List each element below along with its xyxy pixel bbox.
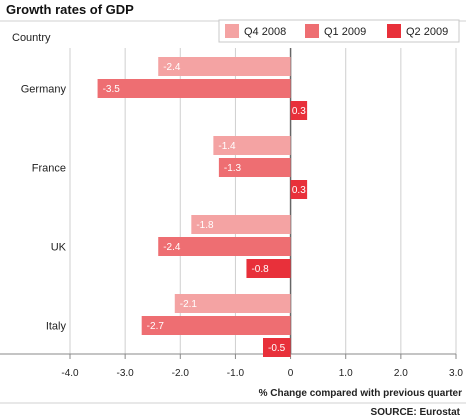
bar-value-label: -1.8 <box>196 220 214 231</box>
x-tick-label: -2.0 <box>172 368 190 379</box>
bar-value-label: -3.5 <box>103 84 121 95</box>
category-label: France <box>32 163 66 175</box>
bar <box>218 158 291 177</box>
legend-swatch <box>225 24 239 38</box>
category-labels: Germany France UK Italy <box>21 84 67 333</box>
legend-entry: Q2 2009 <box>406 26 448 38</box>
legend: Q4 2008 Q1 2009 Q2 2009 <box>225 24 448 38</box>
bar <box>158 237 291 256</box>
category-label: Italy <box>46 321 67 333</box>
bar <box>290 180 308 199</box>
x-tick-label: -1.0 <box>227 368 245 379</box>
bar-value-label: -2.7 <box>147 321 165 332</box>
bar <box>263 338 291 357</box>
legend-swatch <box>305 24 319 38</box>
x-tick-label: 0 <box>288 368 294 379</box>
x-tick-label: 3.0 <box>449 368 463 379</box>
bar-value-label: -2.4 <box>163 62 181 73</box>
bar-value-label: 0.3 <box>292 185 306 196</box>
x-tick-labels: -4.0 -3.0 -2.0 -1.0 0 1.0 2.0 3.0 <box>61 368 463 379</box>
x-axis-label: % Change compared with previous quarter <box>259 388 462 399</box>
legend-swatch <box>387 24 401 38</box>
bar-value-label: 0.3 <box>292 106 306 117</box>
source-note: SOURCE: Eurostat <box>371 407 461 418</box>
bar-value-label: -2.1 <box>180 299 198 310</box>
x-tick-label: 1.0 <box>339 368 353 379</box>
bars: -2.4 -3.5 0.3 -1.4 -1.3 0.3 -1.8 -2.4 -0.8 -2.1 -2… <box>97 57 308 357</box>
bar <box>158 57 291 76</box>
category-axis-label: Country <box>12 32 51 44</box>
bar-value-label: -2.4 <box>163 242 181 253</box>
bar <box>213 136 291 155</box>
bar <box>97 79 291 98</box>
bar <box>246 259 291 278</box>
x-tick-label: -4.0 <box>61 368 79 379</box>
chart-title: Growth rates of GDP <box>6 2 134 17</box>
bar <box>141 316 291 335</box>
bar-value-label: -1.3 <box>224 163 242 174</box>
bar-value-label: -1.4 <box>218 141 236 152</box>
bar <box>191 215 291 234</box>
legend-entry: Q4 2008 <box>244 26 286 38</box>
bar <box>174 294 291 313</box>
bar-value-label: -0.8 <box>251 264 269 275</box>
bar <box>290 101 308 120</box>
bar-value-label: -0.5 <box>268 343 286 354</box>
category-label: UK <box>51 242 67 254</box>
category-label: Germany <box>21 84 67 96</box>
x-tick-label: 2.0 <box>394 368 408 379</box>
x-tick-label: -3.0 <box>117 368 135 379</box>
legend-entry: Q1 2009 <box>324 26 366 38</box>
